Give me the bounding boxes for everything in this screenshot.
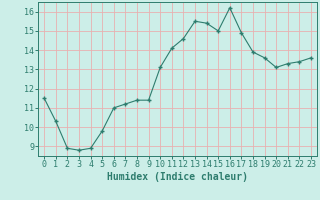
X-axis label: Humidex (Indice chaleur): Humidex (Indice chaleur)	[107, 172, 248, 182]
